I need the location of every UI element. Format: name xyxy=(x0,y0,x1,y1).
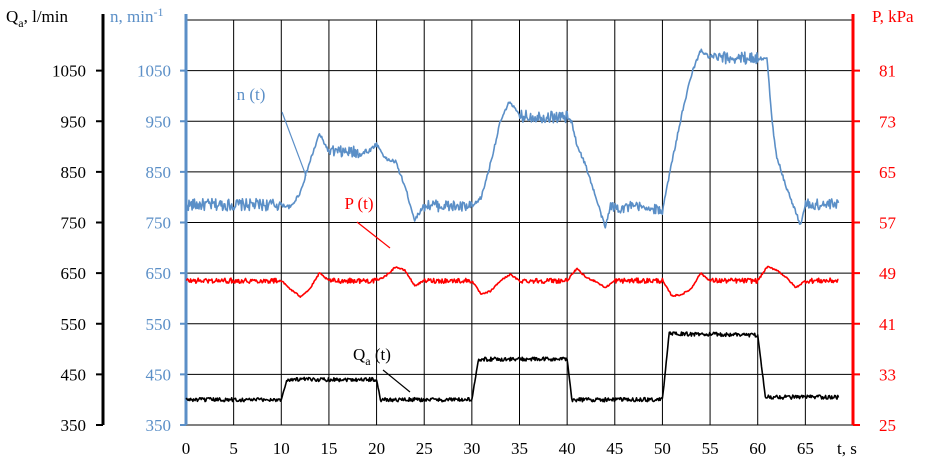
x-tick-label: 0 xyxy=(182,439,191,458)
p-tick-label: 49 xyxy=(879,264,896,283)
p-axis-title: P, kPa xyxy=(872,7,914,26)
x-tick-label: 25 xyxy=(416,439,433,458)
qa-axis-title: Qa, l/min xyxy=(6,7,69,30)
series-line-p xyxy=(185,265,839,298)
qa-tick-label: 850 xyxy=(61,163,87,182)
x-tick-label: 15 xyxy=(320,439,337,458)
series-line-n xyxy=(185,48,840,229)
n-tick-label: 550 xyxy=(146,315,172,334)
series-label-qa: Qa (t) xyxy=(353,345,391,368)
qa-tick-label: 350 xyxy=(61,416,87,435)
n-tick-label: 650 xyxy=(146,264,172,283)
leader-p xyxy=(356,221,391,249)
p-tick-label: 81 xyxy=(879,62,896,81)
series-lines xyxy=(185,48,840,403)
qa-axis-title-rest: , l/min xyxy=(24,7,69,26)
x-tick-label: 20 xyxy=(368,439,385,458)
series-label-n: n (t) xyxy=(237,85,266,104)
n-tick-label: 1050 xyxy=(137,62,171,81)
qa-tick-label: 1050 xyxy=(52,62,86,81)
qa-axis-title-main: Q xyxy=(6,7,18,26)
p-tick-label: 57 xyxy=(879,214,897,233)
n-tick-label: 450 xyxy=(146,365,172,384)
series-label-qa-rest: (t) xyxy=(371,345,391,364)
qa-axis: 350 450 550 650 750 850 950 1050 Qa, l/min xyxy=(6,7,105,435)
p-tick-label: 41 xyxy=(879,315,896,334)
qa-axis-title-sub: a xyxy=(18,16,24,30)
x-tick-label: 5 xyxy=(229,439,238,458)
n-tick-label: 950 xyxy=(146,112,172,131)
leader-n xyxy=(281,111,307,177)
n-axis: 350 450 550 650 750 850 950 1050 n, min-1 xyxy=(110,5,188,435)
qa-tick-label: 950 xyxy=(61,112,87,131)
p-tick-label: 73 xyxy=(879,112,896,131)
qa-tick-label: 750 xyxy=(61,214,87,233)
qa-tick-label: 650 xyxy=(61,264,87,283)
series-label-qa-sub: a xyxy=(365,354,371,368)
x-tick-label: 10 xyxy=(273,439,290,458)
grid xyxy=(185,19,854,426)
qa-tick-label: 450 xyxy=(61,365,87,384)
x-tick-label: 55 xyxy=(702,439,719,458)
n-tick-label: 850 xyxy=(146,163,172,182)
series-label-p: P (t) xyxy=(344,194,373,213)
qa-tick-label: 550 xyxy=(61,315,87,334)
x-tick-label: 50 xyxy=(654,439,671,458)
x-tick-label: 45 xyxy=(606,439,623,458)
x-tick-label: 30 xyxy=(463,439,480,458)
n-axis-title-sup: -1 xyxy=(153,5,163,19)
n-axis-title: n, min-1 xyxy=(110,5,163,26)
n-tick-label: 350 xyxy=(146,416,172,435)
series-line-qa xyxy=(185,331,840,403)
p-axis: 25 33 41 49 57 65 73 81 P, kPa xyxy=(851,7,914,435)
p-tick-label: 65 xyxy=(879,163,896,182)
p-tick-label: 25 xyxy=(879,416,896,435)
x-tick-label: 35 xyxy=(511,439,528,458)
n-axis-title-main: n, min xyxy=(110,7,154,26)
leader-qa xyxy=(382,369,411,393)
p-tick-label: 33 xyxy=(879,365,896,384)
x-tick-label: 60 xyxy=(749,439,766,458)
x-tick-label: 40 xyxy=(559,439,576,458)
series-label-qa-main: Q xyxy=(353,345,365,364)
x-axis-title: t, s xyxy=(837,439,857,458)
x-tick-label: 65 xyxy=(797,439,814,458)
x-axis: 0 5 10 15 20 25 30 35 40 45 50 55 60 65 t, s xyxy=(182,439,857,458)
annotations: n (t) P (t) Qa (t) xyxy=(237,85,411,393)
n-tick-label: 750 xyxy=(146,214,172,233)
